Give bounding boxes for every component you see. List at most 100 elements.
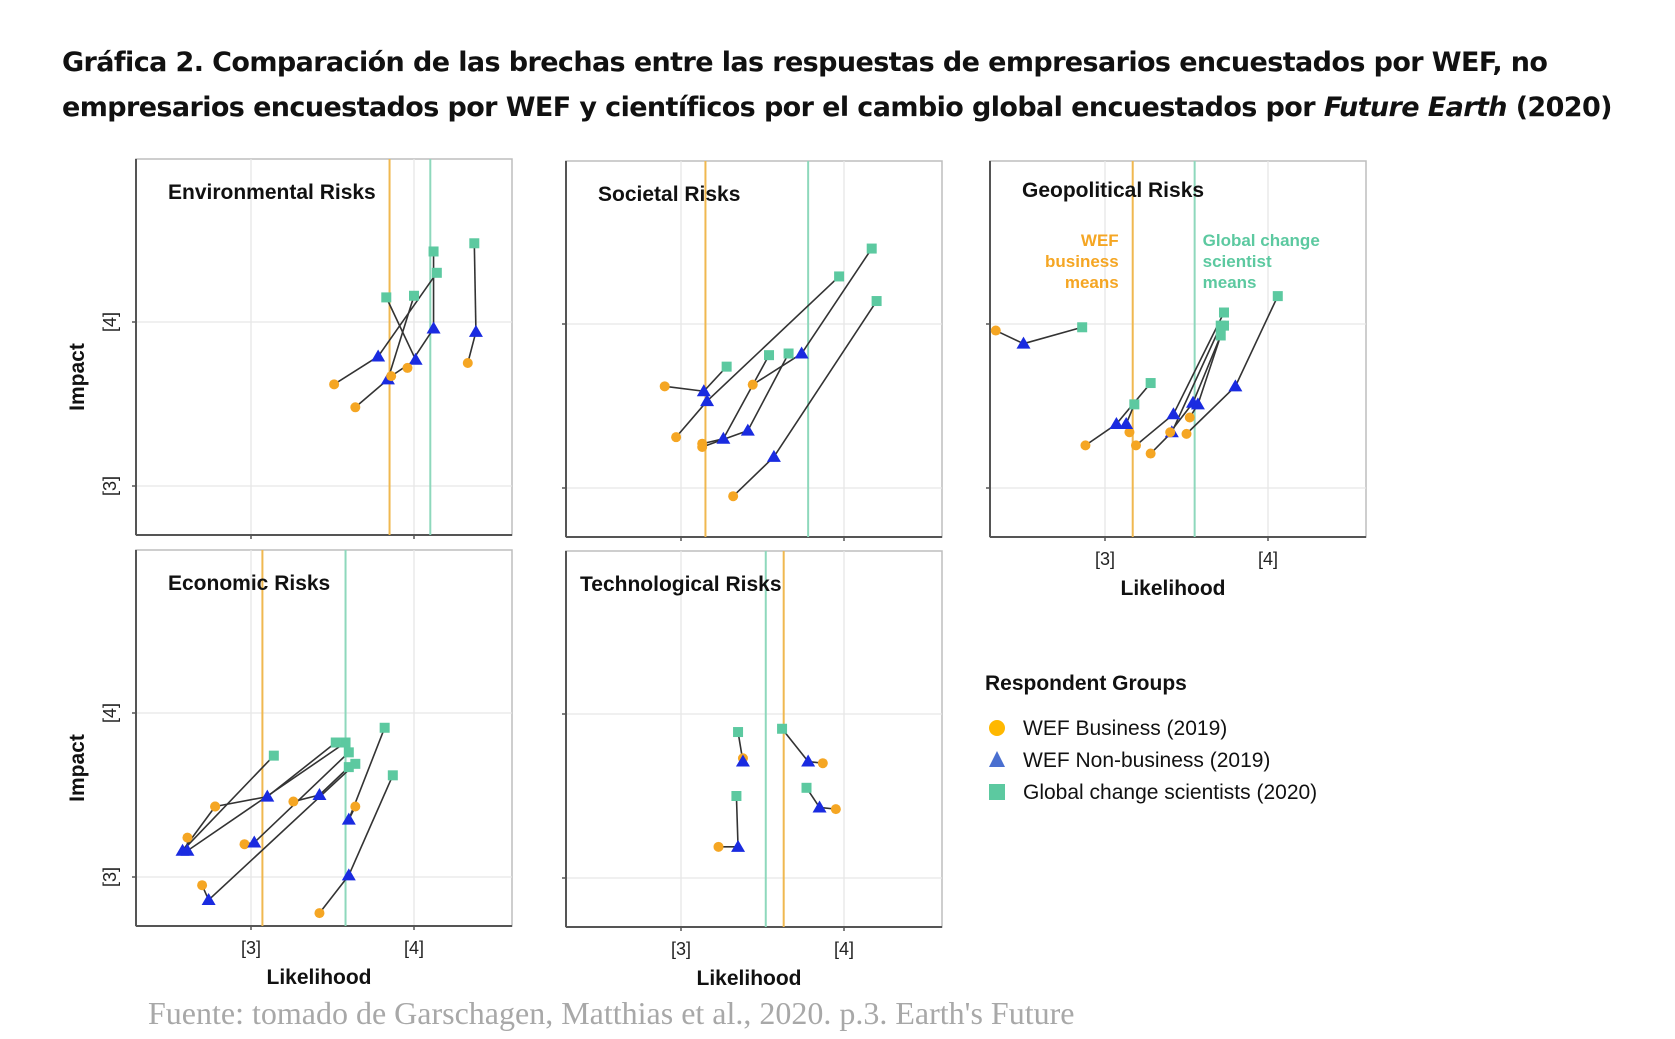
scientist-point bbox=[330, 737, 341, 748]
scientist-point bbox=[834, 271, 845, 282]
nonbusiness-point bbox=[696, 384, 711, 397]
title-line-2-prefix: empresarios encuestados por WEF y cientí… bbox=[62, 92, 1324, 123]
annotation-business-means: means bbox=[1065, 273, 1119, 292]
scientist-point bbox=[343, 747, 354, 758]
gap-connector bbox=[773, 300, 878, 458]
scientist-point bbox=[469, 238, 480, 249]
nonbusiness-point bbox=[312, 788, 327, 800]
scientist-point bbox=[777, 723, 788, 734]
x-axis-title: Likelihood bbox=[1121, 577, 1226, 600]
panel-environmental-risks: Environmental Risks [3] [4] Impact bbox=[66, 158, 513, 539]
scientist-point bbox=[381, 292, 392, 303]
business-point bbox=[462, 358, 473, 368]
scientist-point bbox=[731, 791, 742, 801]
y-tick-label: [3] bbox=[100, 476, 120, 496]
business-point bbox=[747, 379, 758, 390]
x-tick-label: [3] bbox=[241, 938, 261, 958]
legend-title: Respondent Groups bbox=[985, 672, 1187, 695]
source-caption: Fuente: tomado de Garschagen, Matthias e… bbox=[148, 995, 1075, 1031]
annotation-scientist-means: Global change bbox=[1203, 231, 1320, 250]
business-point bbox=[314, 908, 325, 919]
nonbusiness-point bbox=[716, 431, 731, 444]
gap-connector bbox=[732, 456, 775, 497]
panel-title: Economic Risks bbox=[168, 572, 330, 595]
scientist-point bbox=[1218, 320, 1229, 331]
panel-frame bbox=[565, 160, 943, 538]
x-tick-label: [4] bbox=[404, 938, 424, 958]
nonbusiness-point bbox=[700, 394, 715, 407]
y-tick-label: [4] bbox=[100, 703, 120, 723]
gap-connector bbox=[208, 763, 356, 901]
x-tick-label: [4] bbox=[834, 939, 854, 959]
nonbusiness-point bbox=[408, 352, 423, 365]
panel-economic-risks: Economic Risks [3] [4] Impact [3] [4] Likeliho… bbox=[66, 549, 513, 989]
panel-title: Environmental Risks bbox=[168, 181, 376, 204]
panel-geopolitical-risks: Geopolitical Risks WEF business means Global… bbox=[986, 160, 1367, 600]
nonbusiness-point bbox=[341, 812, 356, 825]
scientist-point bbox=[1215, 330, 1226, 341]
business-point bbox=[210, 801, 221, 812]
gap-connector bbox=[722, 354, 770, 440]
x-tick-label: [3] bbox=[1095, 549, 1115, 569]
nonbusiness-point bbox=[731, 839, 746, 852]
nonbusiness-point bbox=[1119, 417, 1134, 430]
scientist-point bbox=[1077, 322, 1088, 333]
figure-title: Gráfica 2. Comparación de las brechas en… bbox=[62, 40, 1662, 130]
nonbusiness-point bbox=[1228, 379, 1243, 392]
panel-technological-risks: Technological Risks [3] [4] Likelihood bbox=[562, 550, 943, 990]
gap-connector bbox=[800, 248, 873, 354]
scientist-point bbox=[379, 722, 390, 733]
gap-connector bbox=[385, 297, 417, 361]
scientist-point bbox=[343, 762, 354, 773]
gap-connector bbox=[214, 795, 268, 808]
legend-label: Global change scientists (2020) bbox=[1023, 781, 1317, 804]
nonbusiness-point bbox=[468, 324, 483, 337]
business-point bbox=[990, 325, 1001, 336]
nonbusiness-point bbox=[1166, 407, 1181, 420]
business-point bbox=[288, 796, 299, 807]
gap-connector bbox=[333, 355, 379, 385]
title-line-2: empresarios encuestados por WEF y cientí… bbox=[62, 85, 1662, 130]
scientist-point bbox=[387, 770, 398, 781]
scientist-point bbox=[764, 350, 775, 361]
business-point bbox=[1130, 440, 1141, 451]
scientist-point bbox=[721, 361, 732, 372]
title-line-1: Gráfica 2. Comparación de las brechas en… bbox=[62, 47, 1548, 78]
gap-connector bbox=[1172, 312, 1225, 415]
business-point bbox=[728, 491, 739, 502]
scientist-point bbox=[871, 296, 882, 307]
scientist-point bbox=[409, 290, 419, 301]
y-tick-label: [3] bbox=[100, 867, 120, 887]
business-point bbox=[350, 402, 361, 413]
panel-title: Societal Risks bbox=[598, 183, 740, 206]
nonbusiness-point bbox=[1109, 417, 1124, 430]
nonbusiness-point bbox=[735, 754, 750, 767]
business-point bbox=[671, 432, 682, 443]
gap-connector bbox=[1135, 413, 1174, 446]
title-line-2-suffix: (2020) bbox=[1506, 92, 1613, 123]
nonbusiness-point bbox=[247, 835, 262, 848]
gap-connector bbox=[675, 400, 708, 438]
panel-frame bbox=[135, 158, 513, 536]
title-line-2-italic: Future Earth bbox=[1323, 92, 1508, 123]
business-point bbox=[350, 801, 361, 812]
legend-square-icon bbox=[989, 784, 1005, 800]
x-tick-label: [4] bbox=[1258, 549, 1278, 569]
y-axis-title: Impact bbox=[66, 343, 89, 411]
nonbusiness-point bbox=[812, 800, 827, 813]
gap-connector bbox=[387, 295, 415, 380]
gap-connector bbox=[1234, 295, 1279, 387]
gap-connector bbox=[318, 874, 350, 914]
legend-circle-icon bbox=[989, 720, 1005, 736]
nonbusiness-point bbox=[426, 321, 441, 334]
gap-connector bbox=[1185, 385, 1236, 435]
nonbusiness-point bbox=[766, 449, 781, 462]
nonbusiness-point bbox=[180, 843, 195, 856]
y-axis-title: Impact bbox=[66, 734, 89, 802]
gap-connector bbox=[467, 331, 477, 364]
gap-connector bbox=[1171, 325, 1222, 433]
nonbusiness-point bbox=[371, 349, 386, 362]
business-point bbox=[659, 381, 670, 392]
nonbusiness-point bbox=[801, 754, 816, 767]
